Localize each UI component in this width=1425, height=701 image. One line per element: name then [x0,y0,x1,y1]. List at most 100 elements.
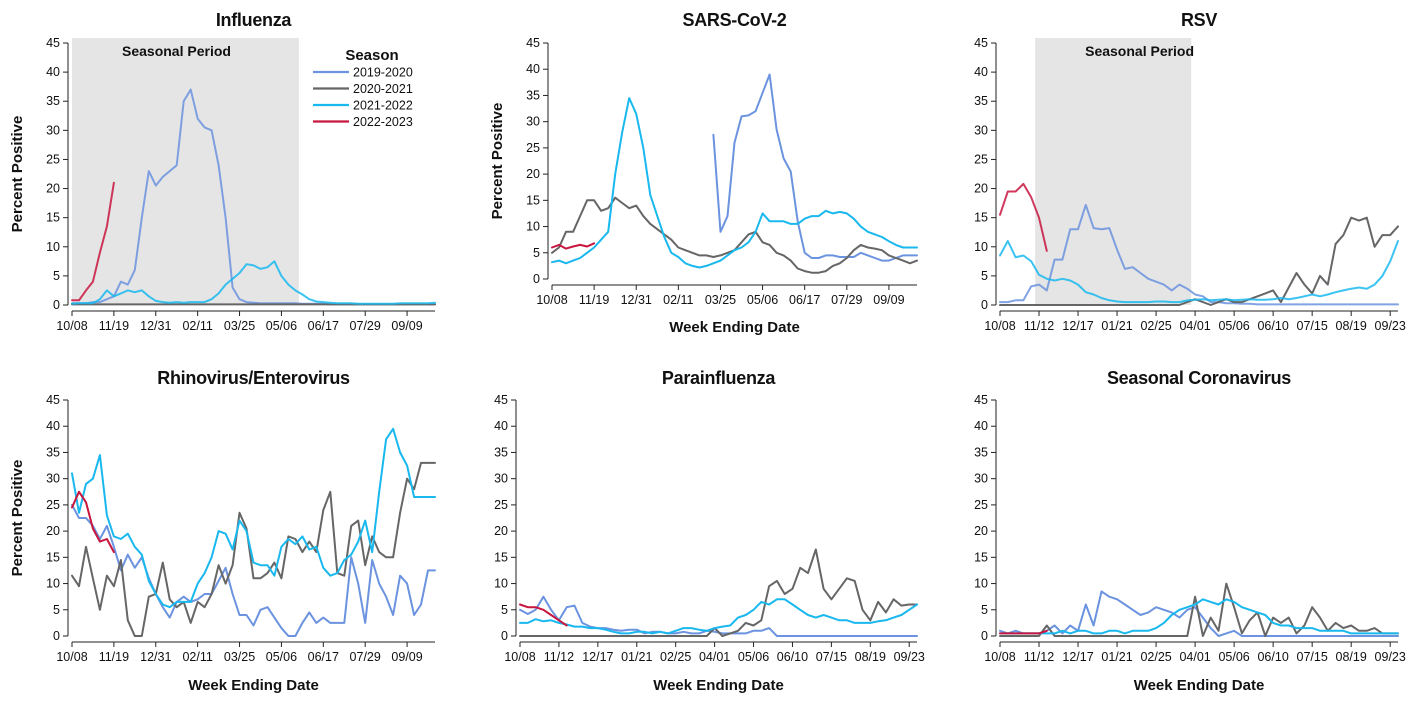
chart-panel-parainfluenza: Parainfluenza 0 5 10 15 20 25 30 35 40 45 10/08 11/1… [494,368,925,694]
series-line-2020-2021[interactable] [71,461,436,637]
seasonal-period-band [1035,38,1192,305]
y-tick-label: 5 [533,246,540,260]
chart-title: Seasonal Coronavirus [1107,368,1291,388]
x-tick-label: 12/31 [621,293,652,307]
series-line-2020-2021[interactable] [519,548,918,637]
x-tick-label: 09/23 [894,650,925,664]
series-line-2021-2022[interactable] [71,260,436,305]
x-tick-label: 11/19 [99,319,129,333]
x-tick-label: 10/08 [56,650,87,664]
y-tick-label: 35 [526,88,540,102]
y-tick-label: 25 [46,498,60,512]
y-tick-label: 5 [53,269,60,283]
x-tick-label: 07/15 [1297,650,1328,664]
y-tick-label: 45 [974,393,988,407]
series-line-2021-2022[interactable] [999,598,1399,635]
series-line-2019-2020[interactable] [519,595,918,637]
x-tick-label: 11/19 [579,293,609,307]
chart-title: Parainfluenza [662,368,776,388]
legend: Season 2019-2020 2020-2021 2021-2022 2022-20… [313,47,413,129]
series-line-2021-2022[interactable] [551,97,918,269]
x-tick-label: 10/08 [984,650,1015,664]
series-line-2021-2022[interactable] [519,598,918,635]
y-tick-label: 10 [974,240,988,254]
y-tick-label: 40 [46,65,60,79]
x-tick-label: 06/17 [789,293,820,307]
series-line-2022-2023[interactable] [519,603,568,627]
chart-panel-seasonal-coronavirus: Seasonal Coronavirus 0 5 10 15 20 25 30 35 40 45 10… [974,368,1406,694]
x-tick-label: 04/01 [699,650,730,664]
x-tick-label: 09/09 [391,319,422,333]
x-tick-label: 05/06 [266,319,297,333]
x-tick-label: 03/25 [705,293,736,307]
x-tick-label: 05/06 [747,293,778,307]
x-tick-label: 09/09 [873,293,904,307]
x-tick-label: 10/08 [984,319,1015,333]
chart-panel-rsv: Seasonal Period RSV 0 5 10 15 20 25 30 35 40 45 10/0… [974,10,1406,333]
y-tick-label: 30 [46,123,60,137]
y-tick-label: 45 [46,36,60,50]
x-tick-label: 09/23 [1375,650,1406,664]
series-line-2022-2023[interactable] [71,490,115,554]
y-tick-label: 0 [981,629,988,643]
y-tick-label: 0 [53,298,60,312]
series-line-2022-2023[interactable] [999,629,1048,635]
series-group [71,427,436,637]
legend-label-2019-2020: 2019-2020 [353,66,413,80]
x-tick-label: 02/11 [182,319,212,333]
y-tick-label: 25 [526,141,540,155]
x-tick-label: 04/01 [1179,650,1210,664]
series-line-2022-2023[interactable] [999,182,1048,252]
y-tick-label: 30 [494,472,508,486]
series-line-2021-2022[interactable] [999,240,1399,304]
y-tick-label: 15 [974,550,988,564]
x-tick-label: 08/19 [1336,319,1367,333]
y-tick-label: 10 [46,240,60,254]
legend-label-2022-2023: 2022-2023 [353,115,413,129]
x-tick-label: 11/12 [1024,319,1054,333]
series-line-2020-2021[interactable] [551,196,918,274]
x-tick-label: 05/06 [1218,650,1249,664]
series-line-2022-2023[interactable] [71,181,115,302]
series-group [551,73,918,274]
y-tick-label: 30 [526,115,540,129]
x-tick-label: 07/29 [350,319,381,333]
chart-title: SARS-CoV-2 [682,10,786,30]
chart-panel-influenza: Seasonal Period Influenza 0 5 10 15 20 25 30 35 40… [9,10,436,333]
x-tick-label: 09/23 [1375,319,1406,333]
chart-title: RSV [1181,10,1217,30]
x-tick-label: 10/08 [56,319,87,333]
x-tick-label: 07/15 [1297,319,1328,333]
x-tick-label: 06/17 [308,650,339,664]
series-line-2019-2020[interactable] [71,503,436,637]
x-tick-label: 06/10 [1257,650,1288,664]
x-tick-label: 11/12 [544,650,574,664]
series-line-2019-2020[interactable] [712,73,918,262]
y-tick-label: 20 [46,182,60,196]
series-line-2020-2021[interactable] [999,216,1399,306]
y-tick-label: 40 [526,62,540,76]
series-line-2019-2020[interactable] [999,203,1399,306]
x-tick-label: 06/10 [777,650,808,664]
series-line-2021-2022[interactable] [71,427,436,609]
x-tick-label: 07/15 [816,650,847,664]
series-group [71,88,436,306]
y-tick-label: 40 [974,65,988,79]
legend-title: Season [345,47,398,64]
x-tick-label: 02/25 [1140,319,1171,333]
y-tick-label: 45 [974,36,988,50]
series-line-2022-2023[interactable] [551,242,596,250]
y-axis-title: Percent Positive [489,103,506,220]
series-line-2020-2021[interactable] [999,582,1399,637]
x-tick-label: 03/25 [224,319,255,333]
y-tick-label: 15 [974,211,988,225]
y-tick-label: 40 [974,419,988,433]
y-tick-label: 15 [494,550,508,564]
y-tick-label: 5 [53,603,60,617]
chart-title: Influenza [216,10,293,30]
x-tick-label: 02/11 [663,293,693,307]
seasonal-period-band [72,38,299,305]
series-group [519,548,918,637]
y-tick-label: 10 [494,577,508,591]
x-tick-label: 12/31 [140,319,171,333]
